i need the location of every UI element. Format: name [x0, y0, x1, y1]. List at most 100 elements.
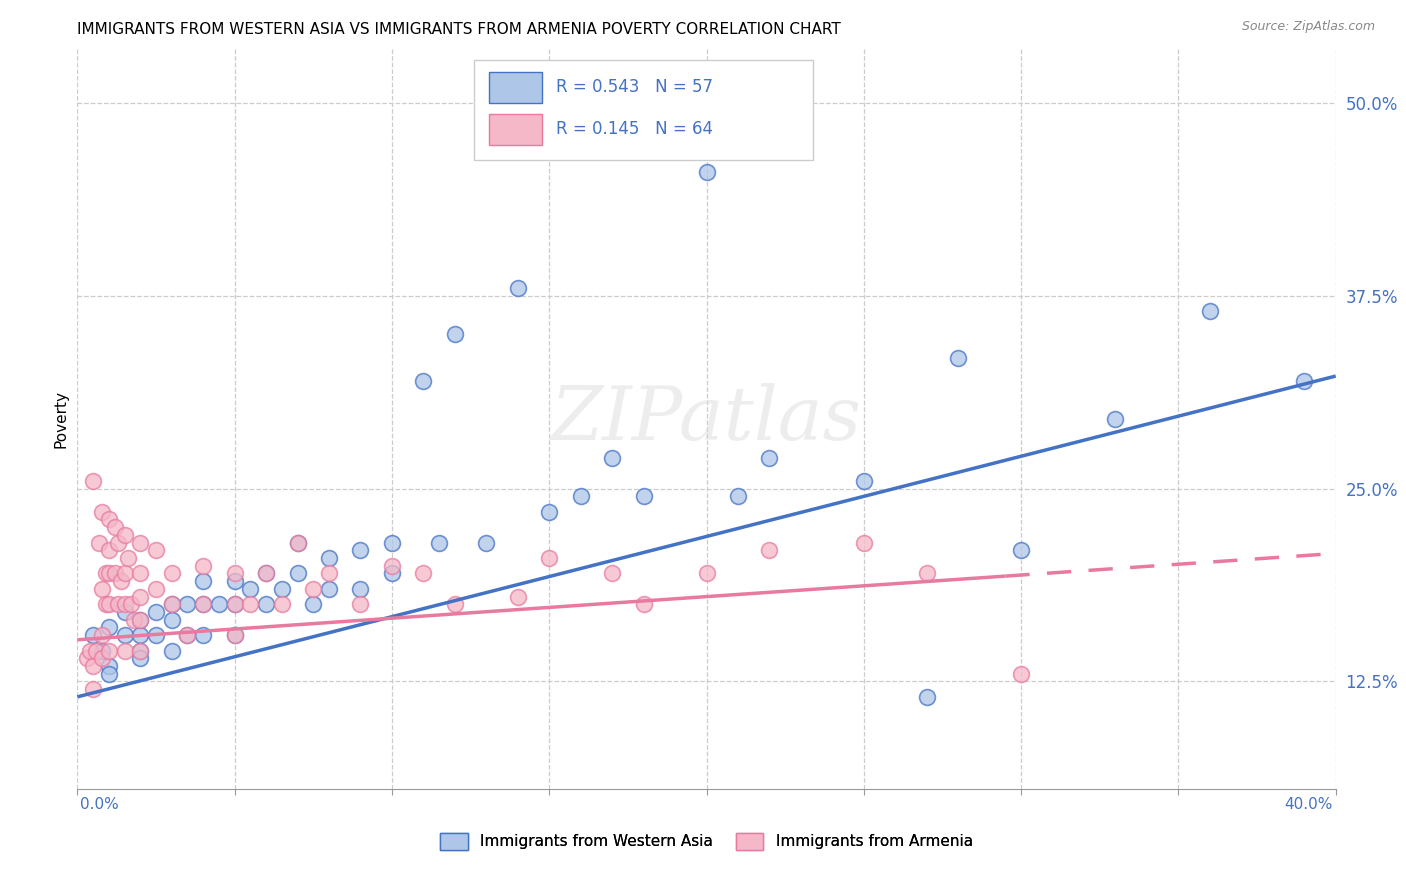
Point: [97, 666, 120, 681]
Point: [349, 543, 371, 558]
Point: [104, 520, 127, 534]
Point: [381, 535, 404, 549]
Point: [176, 628, 198, 642]
Point: [110, 574, 132, 589]
Point: [91, 505, 114, 519]
Point: [145, 628, 167, 642]
Point: [91, 651, 114, 665]
Point: [758, 450, 780, 465]
Point: [160, 643, 183, 657]
Point: [94, 598, 117, 612]
Point: [758, 543, 780, 558]
Point: [224, 574, 246, 589]
Point: [160, 566, 183, 581]
Point: [696, 566, 718, 581]
Point: [114, 528, 136, 542]
Point: [176, 598, 198, 612]
FancyBboxPatch shape: [489, 114, 541, 145]
Point: [1294, 374, 1316, 388]
Point: [915, 566, 938, 581]
Text: R = 0.543   N = 57: R = 0.543 N = 57: [555, 78, 713, 95]
Point: [114, 605, 136, 619]
FancyBboxPatch shape: [489, 72, 541, 103]
Point: [948, 351, 970, 365]
Point: [97, 620, 120, 634]
Point: [120, 598, 142, 612]
Legend: Immigrants from Western Asia, Immigrants from Armenia: Immigrants from Western Asia, Immigrants…: [434, 827, 979, 855]
Point: [104, 566, 127, 581]
Point: [1198, 304, 1220, 318]
Point: [506, 281, 529, 295]
Point: [915, 690, 938, 704]
Point: [82, 628, 104, 642]
Point: [107, 535, 129, 549]
Point: [727, 489, 749, 503]
Point: [475, 535, 498, 549]
Point: [82, 474, 104, 488]
Point: [1010, 666, 1032, 681]
Point: [254, 566, 277, 581]
Point: [97, 643, 120, 657]
Point: [538, 551, 561, 566]
Point: [191, 598, 215, 612]
Point: [145, 605, 167, 619]
Point: [600, 566, 623, 581]
Point: [191, 574, 215, 589]
Point: [318, 551, 340, 566]
Point: [114, 643, 136, 657]
Point: [852, 474, 875, 488]
Point: [600, 450, 623, 465]
Point: [97, 598, 120, 612]
Point: [129, 566, 152, 581]
Point: [224, 598, 246, 612]
Point: [129, 613, 152, 627]
Point: [506, 590, 529, 604]
Point: [254, 598, 277, 612]
Point: [318, 566, 340, 581]
Point: [349, 598, 371, 612]
Point: [287, 535, 309, 549]
Point: [129, 628, 152, 642]
Text: 0.0%: 0.0%: [80, 797, 120, 812]
Point: [381, 566, 404, 581]
Point: [145, 543, 167, 558]
Point: [239, 598, 262, 612]
Point: [91, 628, 114, 642]
Point: [412, 566, 434, 581]
Point: [107, 598, 129, 612]
Point: [444, 327, 467, 342]
Point: [129, 590, 152, 604]
Point: [91, 643, 114, 657]
Point: [852, 535, 875, 549]
Point: [569, 489, 592, 503]
Point: [97, 543, 120, 558]
Point: [302, 582, 325, 596]
Point: [191, 558, 215, 573]
Point: [224, 566, 246, 581]
Point: [224, 628, 246, 642]
Text: ZIPatlas: ZIPatlas: [551, 383, 862, 456]
Text: Source: ZipAtlas.com: Source: ZipAtlas.com: [1241, 20, 1375, 33]
Point: [224, 628, 246, 642]
Point: [427, 535, 450, 549]
Point: [696, 165, 718, 179]
Point: [129, 651, 152, 665]
Point: [287, 535, 309, 549]
Point: [89, 535, 111, 549]
Point: [349, 582, 371, 596]
Point: [270, 582, 292, 596]
Point: [208, 598, 231, 612]
Point: [76, 651, 98, 665]
Point: [94, 566, 117, 581]
Y-axis label: Poverty: Poverty: [53, 390, 69, 449]
Point: [160, 598, 183, 612]
Point: [270, 598, 292, 612]
Point: [129, 535, 152, 549]
Point: [82, 682, 104, 697]
Point: [79, 643, 101, 657]
Text: 40.0%: 40.0%: [1285, 797, 1333, 812]
Point: [129, 643, 152, 657]
Point: [633, 489, 655, 503]
Point: [145, 582, 167, 596]
Point: [114, 598, 136, 612]
